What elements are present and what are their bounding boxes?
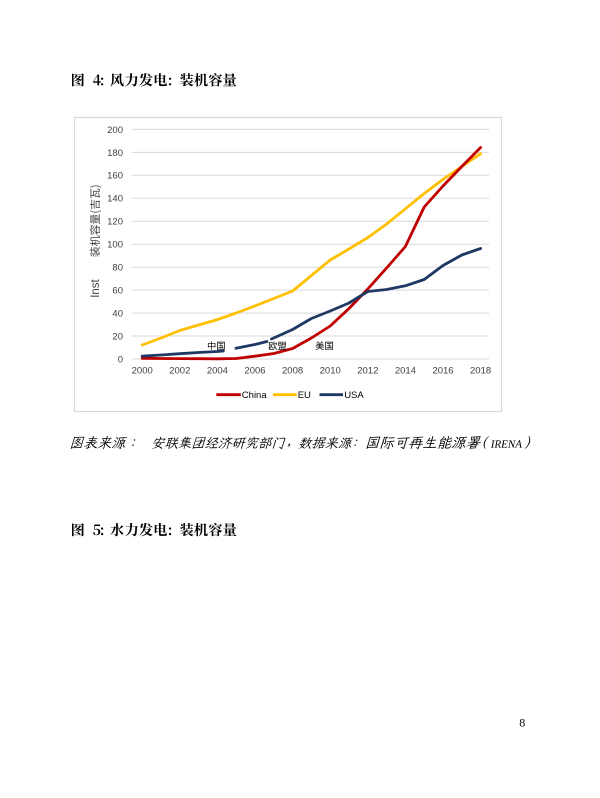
- svg-text:Inst: Inst: [90, 278, 102, 297]
- svg-text:2008: 2008: [282, 366, 303, 377]
- svg-text:2006: 2006: [244, 366, 265, 377]
- svg-text:2016: 2016: [432, 366, 453, 377]
- svg-text:100: 100: [107, 240, 123, 251]
- svg-text:140: 140: [107, 194, 123, 205]
- svg-text:EU: EU: [298, 390, 311, 401]
- svg-text:2000: 2000: [132, 366, 153, 377]
- svg-text:160: 160: [107, 171, 123, 182]
- svg-text:2012: 2012: [357, 366, 378, 377]
- svg-text:200: 200: [107, 125, 123, 136]
- svg-text:2002: 2002: [169, 366, 190, 377]
- svg-text:20: 20: [112, 331, 123, 342]
- svg-text:60: 60: [112, 286, 123, 297]
- svg-text:2018: 2018: [470, 366, 491, 377]
- svg-text:0: 0: [118, 354, 123, 365]
- svg-text:China: China: [242, 390, 268, 401]
- svg-text:2004: 2004: [207, 366, 228, 377]
- svg-text:2014: 2014: [395, 366, 416, 377]
- svg-text:2010: 2010: [320, 366, 341, 377]
- svg-text:180: 180: [107, 148, 123, 159]
- svg-text:120: 120: [107, 217, 123, 228]
- svg-text:80: 80: [112, 263, 123, 274]
- svg-text:8: 8: [519, 715, 525, 729]
- svg-text:40: 40: [112, 309, 123, 320]
- svg-text:USA: USA: [344, 390, 364, 401]
